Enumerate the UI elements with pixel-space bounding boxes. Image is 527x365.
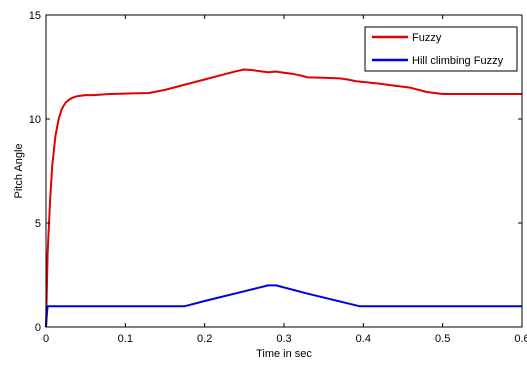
series-layer: [45, 68, 522, 328]
x-tick-label: 0.6: [514, 333, 527, 345]
y-axis-label: Pitch Angle: [13, 143, 25, 198]
y-tick-label: 15: [29, 10, 41, 22]
y-tick-label: 5: [35, 218, 41, 230]
legend-label-fuzzy: Fuzzy: [412, 32, 442, 44]
y-tick-label: 10: [29, 114, 41, 126]
x-tick-label: 0: [43, 333, 49, 345]
legend-box: [364, 26, 518, 72]
tick-layer: 0 0.1 0.2 0.3 0.4 0.5 0.6 0 5 10 15: [29, 10, 527, 345]
x-tick-label: 0.4: [356, 333, 371, 345]
x-tick-label: 0.2: [197, 333, 212, 345]
series-line-0: [45, 68, 522, 328]
y-tick-label: 0: [35, 322, 41, 334]
x-tick-label: 0.1: [118, 333, 133, 345]
series-line-1: [45, 284, 522, 328]
x-tick-label: 0.3: [276, 333, 291, 345]
x-axis-label: Time in sec: [256, 348, 312, 360]
x-tick-label: 0.5: [435, 333, 450, 345]
legend-label-hill-climbing-fuzzy: Hill climbing Fuzzy: [412, 55, 504, 67]
legend: Fuzzy Hill climbing Fuzzy: [364, 26, 518, 72]
